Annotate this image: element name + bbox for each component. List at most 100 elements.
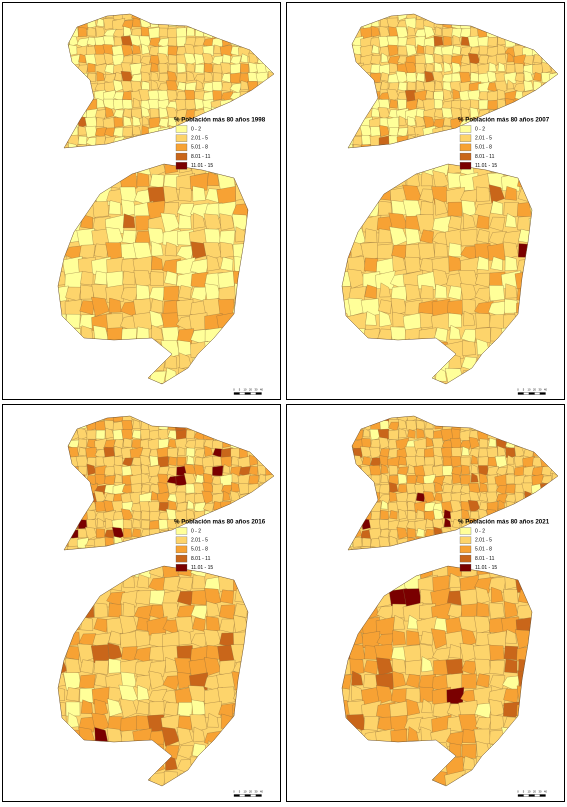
municipality <box>204 701 222 718</box>
municipality <box>434 283 448 299</box>
municipality <box>379 419 390 431</box>
municipality <box>184 99 196 111</box>
municipality <box>135 590 152 606</box>
municipality <box>248 475 259 485</box>
municipality <box>515 616 532 635</box>
municipality <box>365 311 377 326</box>
municipality <box>490 200 503 215</box>
municipality <box>434 242 448 258</box>
municipality <box>488 62 497 73</box>
scale-segment <box>539 392 546 395</box>
legend-swatch <box>175 134 188 142</box>
municipality <box>122 416 134 423</box>
municipality <box>415 63 426 74</box>
municipality <box>240 53 249 63</box>
municipality <box>150 71 159 81</box>
municipality <box>167 456 177 466</box>
municipality <box>459 588 478 607</box>
municipality <box>505 447 516 458</box>
legend-swatch <box>459 152 472 161</box>
municipality <box>165 657 178 673</box>
municipality <box>220 456 232 468</box>
municipality <box>448 312 462 328</box>
municipality <box>362 456 371 466</box>
legend-swatch <box>459 545 472 554</box>
region-outline <box>63 415 275 551</box>
legend-swatch <box>175 536 188 544</box>
municipality <box>96 17 105 27</box>
municipality <box>176 271 196 290</box>
municipality <box>503 645 519 661</box>
municipality <box>475 586 491 605</box>
municipality <box>162 258 182 276</box>
municipality <box>514 63 525 74</box>
legend-label: 11.01 - 15 <box>191 565 213 571</box>
municipality <box>361 700 382 720</box>
scale-label: 5 <box>523 790 525 794</box>
map-panel: % Población más 80 años 2021 0 - 2 2.01 - … <box>286 404 565 802</box>
municipality <box>419 686 435 703</box>
scale-segment <box>528 794 535 797</box>
municipality <box>458 714 478 734</box>
municipality <box>176 62 187 74</box>
municipality <box>167 447 178 458</box>
municipality <box>222 490 231 501</box>
municipality <box>67 712 80 728</box>
municipality <box>407 501 416 511</box>
municipality <box>221 82 232 92</box>
municipality <box>351 670 363 686</box>
legend-label: 11.01 - 15 <box>475 565 497 571</box>
municipality <box>370 25 381 38</box>
municipality <box>474 658 491 676</box>
municipality <box>497 62 506 72</box>
region-outline <box>347 13 559 149</box>
municipality <box>193 212 206 229</box>
municipality <box>513 54 526 66</box>
municipality <box>177 715 193 731</box>
municipality <box>77 528 88 539</box>
municipality <box>206 645 220 660</box>
municipality <box>167 45 178 56</box>
municipality <box>230 63 241 74</box>
municipality <box>378 493 392 505</box>
municipality <box>504 298 518 314</box>
municipality <box>121 230 137 245</box>
legend-swatch <box>175 564 188 572</box>
scale-segment <box>239 392 246 395</box>
municipality <box>487 483 498 494</box>
municipality <box>489 644 505 661</box>
municipality <box>64 299 82 316</box>
legend-label: 5.01 - 8 <box>475 145 492 151</box>
region-outline <box>63 13 275 149</box>
municipality <box>364 228 378 243</box>
municipality <box>106 312 124 330</box>
municipality <box>370 511 381 521</box>
legend-label: 5.01 - 8 <box>191 547 208 553</box>
municipality <box>450 456 462 468</box>
legend-title: % Población más 80 años 2021 <box>458 519 550 526</box>
municipality <box>121 420 133 432</box>
municipality <box>417 270 438 290</box>
municipality <box>96 528 106 538</box>
municipality <box>132 115 141 127</box>
municipality <box>361 135 372 146</box>
municipality <box>392 658 407 674</box>
municipality <box>442 27 453 38</box>
municipality <box>452 45 461 55</box>
municipality <box>463 310 476 327</box>
municipality <box>93 698 109 717</box>
municipality <box>113 117 124 128</box>
municipality <box>397 99 408 110</box>
municipality <box>186 62 195 73</box>
municipality <box>441 45 454 57</box>
municipality <box>122 270 136 286</box>
municipality <box>361 537 372 548</box>
municipality <box>451 466 463 477</box>
municipality <box>532 63 543 74</box>
municipality <box>487 90 499 102</box>
municipality <box>121 14 134 21</box>
scale-label: 0 <box>233 790 235 794</box>
municipality <box>86 429 97 440</box>
municipality <box>92 201 109 218</box>
